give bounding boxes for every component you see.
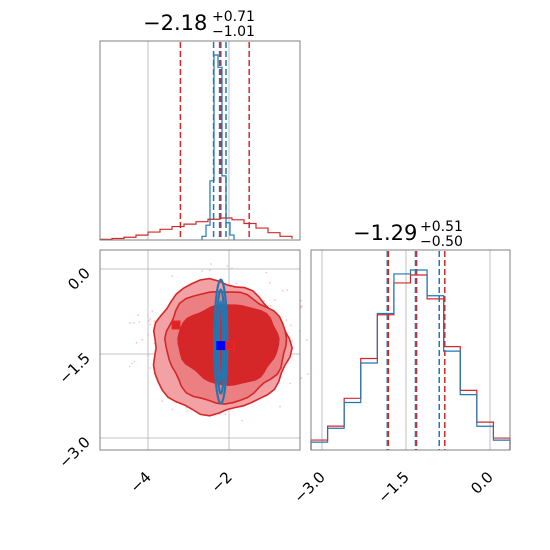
scatter-point — [224, 413, 227, 416]
scatter-point — [128, 365, 131, 368]
scatter-point — [147, 319, 150, 322]
scatter-point — [300, 299, 302, 302]
scatter-point — [137, 314, 140, 317]
blue-marker — [216, 341, 226, 351]
histogram-series-1 — [310, 269, 511, 450]
param2-title-median: −1.29 — [353, 221, 417, 245]
joint-ytick-labels: 0.0 −1.5 −3.0 — [55, 264, 93, 471]
scatter-point — [161, 400, 164, 402]
param1-marginal-panel: −2.18 +0.71 −1.01 — [99, 9, 301, 241]
param1-axes-frame — [99, 40, 301, 241]
scatter-point — [149, 367, 152, 369]
scatter-point — [135, 341, 138, 344]
scatter-point — [171, 275, 174, 278]
histogram-series-0 — [310, 274, 511, 450]
joint-xtick-label: −2 — [207, 468, 235, 496]
scatter-point — [153, 320, 155, 322]
scatter-point — [208, 269, 211, 272]
scatter-point — [269, 304, 272, 307]
scatter-point — [289, 382, 291, 385]
scatter-point — [153, 342, 156, 345]
param1-histograms — [99, 42, 293, 240]
joint-contours — [128, 263, 309, 422]
scatter-point — [201, 270, 204, 272]
param2-xtick-label: −3.0 — [290, 468, 328, 506]
scatter-point — [151, 310, 154, 313]
joint-ytick-label: 0.0 — [64, 264, 94, 294]
param2-xtick-labels: −3.0 −1.5 0.0 — [290, 468, 496, 506]
scatter-point — [129, 322, 131, 324]
scatter-point — [307, 373, 309, 375]
scatter-point — [226, 265, 229, 268]
joint-xtick-label: −4 — [126, 468, 154, 496]
joint-axes-frame — [99, 249, 301, 451]
joint-xtick-labels: −4 −2 — [126, 468, 235, 496]
param2-title-upper: +0.51 — [420, 219, 463, 235]
param2-axes-frame — [310, 249, 511, 451]
scatter-point — [241, 419, 244, 422]
red-marker-1 — [225, 341, 235, 351]
scatter-point — [305, 339, 308, 341]
param1-title-lower: −1.01 — [212, 24, 255, 40]
scatter-point — [291, 340, 293, 343]
scatter-point — [265, 271, 268, 274]
scatter-point — [263, 300, 266, 302]
scatter-point — [138, 320, 141, 323]
scatter-point — [171, 408, 174, 411]
scatter-point — [279, 405, 281, 408]
scatter-point — [300, 306, 302, 309]
histogram-series-0 — [99, 217, 293, 240]
scatter-point — [281, 289, 284, 292]
param2-marginal-panel: −1.29 +0.51 −0.50 −3.0 −1.5 0.0 — [290, 219, 511, 507]
joint-ytick-label: −1.5 — [55, 349, 93, 387]
scatter-point — [301, 304, 303, 307]
scatter-point — [147, 354, 150, 356]
scatter-point — [132, 321, 135, 324]
scatter-point — [147, 334, 150, 337]
scatter-point — [269, 281, 272, 284]
param1-grid — [147, 41, 230, 240]
joint-ytick-label: −3.0 — [55, 433, 93, 471]
param2-title-lower: −0.50 — [420, 234, 463, 250]
scatter-point — [285, 319, 288, 321]
param2-xtick-label: 0.0 — [467, 468, 497, 498]
param2-grid — [321, 250, 491, 450]
scatter-point — [186, 410, 189, 413]
scatter-point — [149, 323, 151, 326]
joint-contour-panel: −4 −2 0.0 −1.5 −3.0 — [55, 249, 309, 496]
scatter-point — [231, 267, 233, 270]
scatter-point — [141, 338, 144, 341]
scatter-point — [149, 318, 152, 321]
scatter-point — [235, 282, 238, 285]
scatter-point — [289, 324, 292, 327]
param2-xtick-label: −1.5 — [374, 468, 412, 506]
scatter-point — [286, 289, 289, 292]
histogram-series-1 — [201, 54, 235, 240]
scatter-point — [273, 299, 276, 301]
red-marker-0 — [171, 320, 181, 330]
scatter-point — [131, 362, 133, 365]
param1-title-upper: +0.71 — [212, 9, 255, 25]
scatter-point — [133, 360, 136, 363]
param1-title-median: −2.18 — [143, 11, 207, 35]
scatter-point — [185, 406, 188, 409]
scatter-point — [300, 377, 303, 380]
param2-histograms — [310, 251, 511, 450]
scatter-point — [210, 263, 212, 265]
